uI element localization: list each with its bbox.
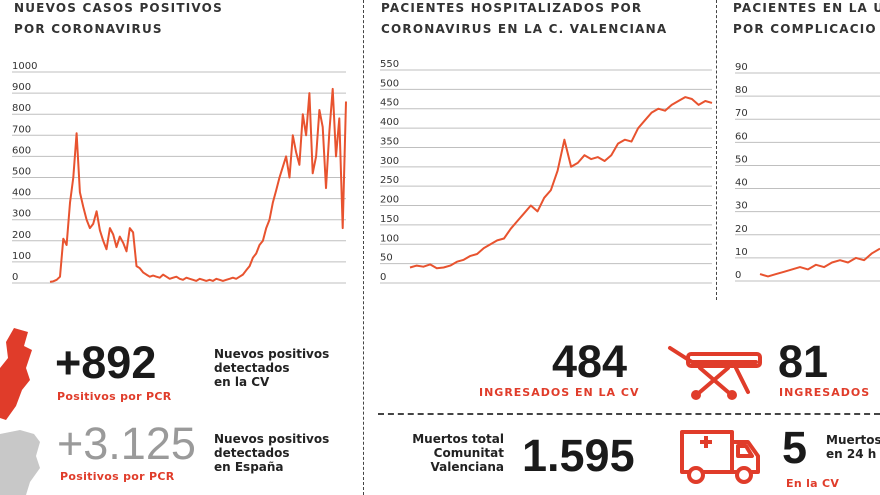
cv-desc-line-3: en la CV: [214, 375, 270, 389]
es-positives-label: Positivos por PCR: [60, 470, 175, 483]
y-tick-label: 0: [735, 270, 741, 281]
deaths-24h-line-1: Muertos: [826, 433, 880, 447]
divider-right: [716, 0, 717, 300]
icu-title-line-2: POR COMPLICACIO: [733, 22, 877, 36]
cases-title-line-1: NUEVOS CASOS POSITIVOS: [14, 1, 223, 15]
y-tick-label: 500: [380, 78, 399, 89]
y-tick-label: 100: [12, 251, 31, 262]
cv-positives-label: Positivos por PCR: [57, 390, 172, 403]
y-tick-label: 250: [380, 175, 399, 186]
y-tick-label: 200: [12, 230, 31, 241]
deaths-24h-line-2: en 24 h: [826, 447, 877, 461]
cv-positives-value: +892: [55, 337, 157, 388]
y-tick-label: 300: [12, 209, 31, 220]
series-line: [49, 87, 347, 283]
y-tick-label: 400: [380, 117, 399, 128]
y-tick-label: 600: [12, 145, 31, 156]
es-desc-line-2: detectados: [214, 446, 290, 460]
y-tick-label: 800: [12, 103, 31, 114]
y-tick-label: 70: [735, 108, 748, 119]
y-tick-label: 50: [735, 154, 748, 165]
hospitalized-label: INGRESADOS EN LA CV: [479, 386, 640, 399]
es-positives-value: +3.125: [57, 418, 196, 469]
deaths-desc-line-1: Muertos total: [412, 432, 504, 446]
y-tick-label: 1000: [12, 61, 37, 72]
y-tick-label: 40: [735, 178, 748, 189]
divider-bottom: [378, 413, 880, 415]
y-tick-label: 80: [735, 85, 748, 96]
ambulance-icon: [680, 430, 760, 484]
series-line: [759, 247, 880, 278]
cv-desc-line-2: detectados: [214, 361, 290, 375]
es-desc-line-3: en España: [214, 460, 284, 474]
y-tick-label: 90: [735, 62, 748, 73]
deaths-24h-value: 5: [782, 422, 808, 473]
stretcher-icon: [668, 346, 762, 400]
divider-left: [363, 0, 364, 495]
hospital-title-line-2: CORONAVIRUS EN LA C. VALENCIANA: [381, 22, 668, 36]
deaths-total-description: Muertos total Comunitat Valenciana: [390, 432, 504, 474]
y-tick-label: 450: [380, 98, 399, 109]
spain-map-icon: [0, 430, 40, 495]
y-tick-label: 700: [12, 124, 31, 135]
deaths-total-value: 1.595: [522, 430, 635, 481]
y-tick-label: 300: [380, 156, 399, 167]
es-positives-description: Nuevos positivos detectados en España: [214, 432, 329, 474]
icu-title-line-1: PACIENTES EN LA U: [733, 1, 880, 15]
cv-desc-line-1: Nuevos positivos: [214, 347, 330, 361]
y-tick-label: 550: [380, 59, 399, 70]
y-tick-label: 50: [380, 253, 393, 264]
es-desc-line-1: Nuevos positivos: [214, 432, 330, 446]
y-tick-label: 350: [380, 136, 399, 147]
hospital-title-line-1: PACIENTES HOSPITALIZADOS POR: [381, 1, 643, 15]
icu-chart-title: PACIENTES EN LA U POR COMPLICACIO: [733, 0, 880, 40]
y-tick-label: 0: [380, 272, 386, 283]
y-tick-label: 500: [12, 167, 31, 178]
charts-canvas: 0100200300400500600700800900100005010015…: [12, 59, 880, 284]
cases-title-line-2: POR CORONAVIRUS: [14, 22, 163, 36]
y-tick-label: 60: [735, 131, 748, 142]
y-tick-label: 200: [380, 195, 399, 206]
cv-positives-description: Nuevos positivos detectados en la CV: [214, 347, 329, 389]
deaths-desc-line-2: Comunitat: [433, 446, 504, 460]
deaths-desc-line-3: Valenciana: [430, 460, 505, 474]
y-tick-label: 0: [12, 272, 18, 283]
y-tick-label: 100: [380, 233, 399, 244]
valencia-map-icon: [0, 328, 32, 420]
cases-chart-title: NUEVOS CASOS POSITIVOS POR CORONAVIRUS: [14, 0, 223, 40]
deaths-24h-description: Muertos en 24 h: [826, 433, 880, 461]
y-tick-label: 400: [12, 188, 31, 199]
icu-label: INGRESADOS: [779, 386, 871, 399]
hospitalized-value: 484: [552, 336, 628, 387]
y-tick-label: 30: [735, 201, 748, 212]
y-tick-label: 20: [735, 224, 748, 235]
deaths-24h-label: En la CV: [786, 477, 840, 490]
series-line: [409, 96, 713, 270]
y-tick-label: 10: [735, 247, 748, 258]
icu-value: 81: [778, 336, 829, 387]
y-tick-label: 900: [12, 82, 31, 93]
hospital-chart-title: PACIENTES HOSPITALIZADOS POR CORONAVIRUS…: [381, 0, 667, 40]
y-tick-label: 150: [380, 214, 399, 225]
